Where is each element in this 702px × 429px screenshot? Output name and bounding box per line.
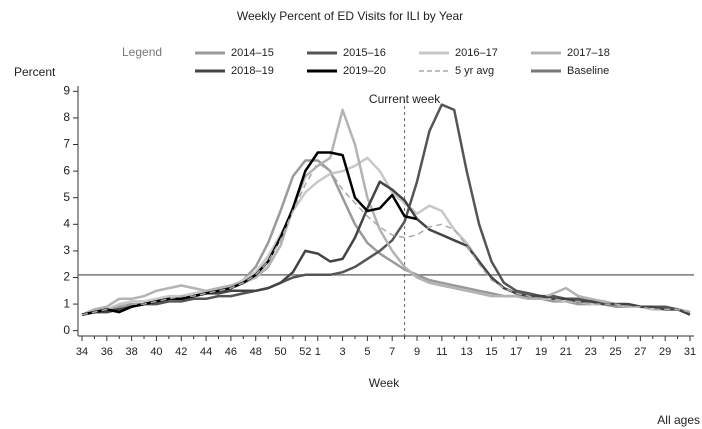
legend-label: 5 yr avg [455, 65, 494, 77]
x-tick-label: 36 [101, 346, 113, 358]
chart-title: Weekly Percent of ED Visits for ILI by Y… [237, 9, 463, 23]
legend-label: 2017–18 [567, 47, 610, 59]
legend-label: Baseline [567, 65, 609, 77]
legend-label: 2019–20 [343, 65, 386, 77]
y-tick-label: 3 [63, 243, 70, 257]
x-tick-label: 27 [634, 346, 646, 358]
legend-title: Legend [122, 45, 162, 59]
x-tick-label: 52 [299, 346, 311, 358]
x-tick-label: 50 [274, 346, 286, 358]
series-line [81, 156, 691, 316]
y-tick-label: 7 [63, 137, 70, 151]
x-tick-label: 1 [315, 346, 321, 358]
legend-label: 2014–15 [231, 47, 274, 59]
y-tick-label: 9 [63, 83, 70, 97]
y-tick-label: 4 [63, 216, 70, 230]
x-tick-label: 15 [485, 346, 497, 358]
footnote: All ages [657, 413, 700, 427]
y-tick-label: 5 [63, 190, 70, 204]
x-tick-label: 7 [389, 346, 395, 358]
x-tick-label: 40 [150, 346, 162, 358]
y-axis-label: Percent [14, 65, 56, 79]
y-tick-label: 6 [63, 163, 70, 177]
x-tick-label: 34 [76, 346, 88, 358]
series-line [81, 108, 691, 316]
x-tick-label: 11 [436, 346, 447, 358]
x-axis-label: Week [369, 376, 400, 390]
x-tick-label: 17 [510, 346, 522, 358]
x-tick-label: 23 [585, 346, 597, 358]
x-tick-label: 5 [364, 346, 370, 358]
y-tick-label: 2 [63, 270, 70, 284]
x-tick-label: 31 [684, 346, 696, 358]
x-tick-label: 21 [560, 346, 572, 358]
x-tick-label: 29 [659, 346, 671, 358]
series-line [81, 103, 691, 316]
current-week-label: Current week [369, 92, 441, 106]
y-tick-label: 0 [63, 323, 70, 337]
x-tick-label: 3 [340, 346, 346, 358]
x-tick-label: 9 [414, 346, 420, 358]
x-tick-label: 25 [609, 346, 621, 358]
x-tick-label: 44 [200, 346, 212, 358]
legend-label: 2016–17 [455, 47, 498, 59]
legend-label: 2018–19 [231, 65, 274, 77]
x-tick-label: 42 [175, 346, 187, 358]
x-tick-label: 38 [126, 346, 138, 358]
x-tick-label: 13 [461, 346, 473, 358]
y-tick-label: 1 [63, 296, 70, 310]
x-tick-label: 48 [250, 346, 262, 358]
x-tick-label: 19 [535, 346, 547, 358]
series-line [81, 162, 691, 316]
y-tick-label: 8 [63, 110, 70, 124]
x-tick-label: 46 [225, 346, 237, 358]
legend-label: 2015–16 [343, 47, 386, 59]
